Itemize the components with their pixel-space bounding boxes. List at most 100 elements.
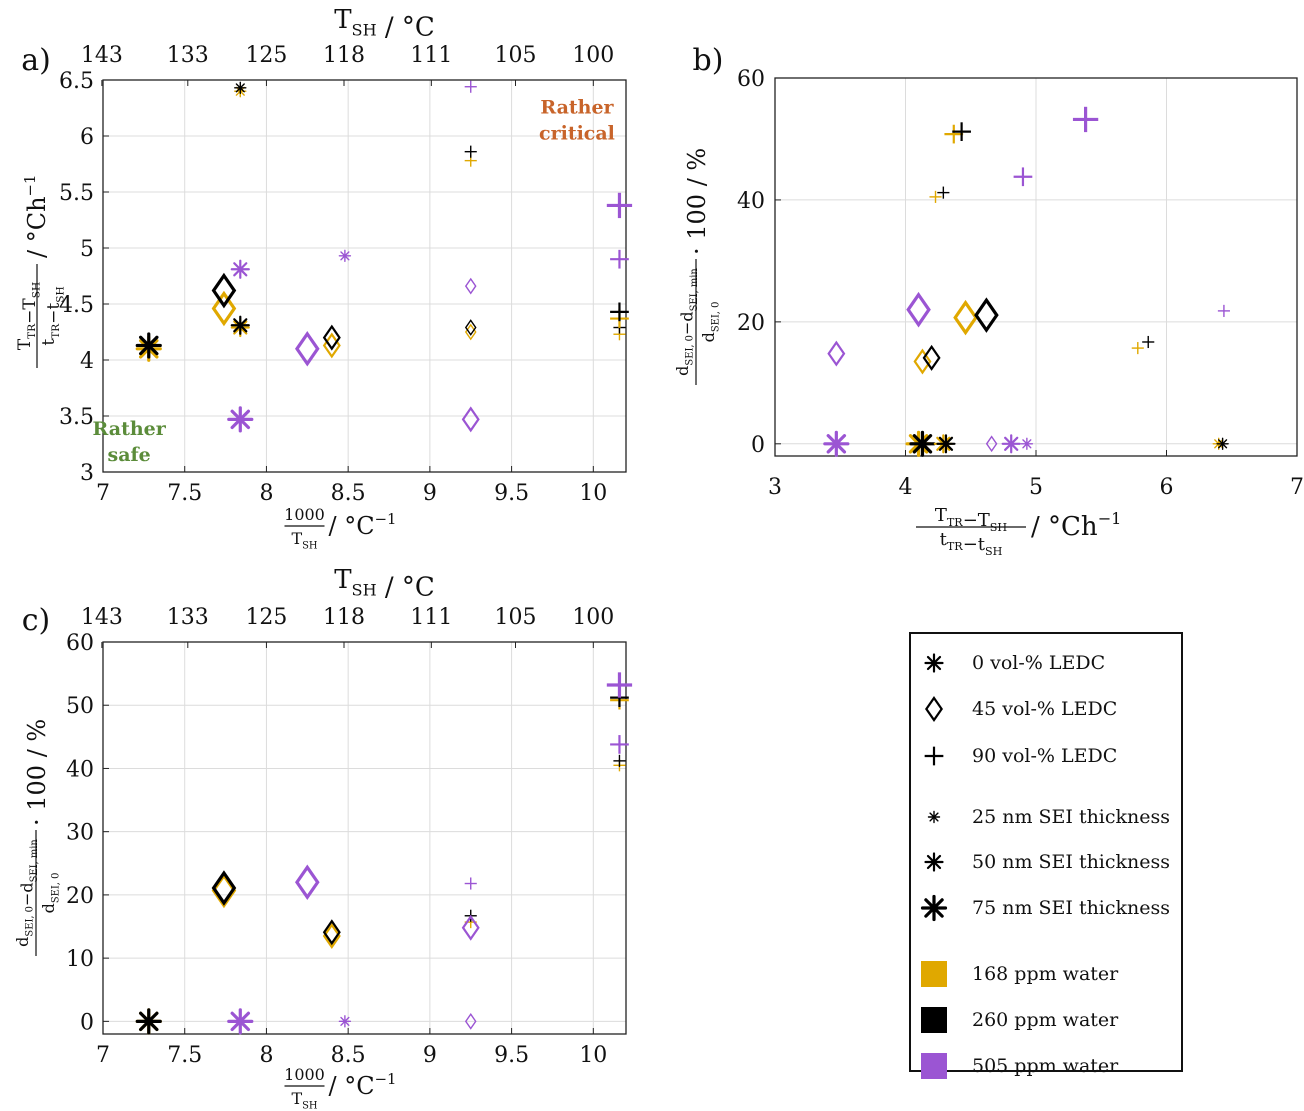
x-tick-label: 10 — [579, 481, 607, 506]
data-point-asterisk — [1020, 437, 1034, 451]
y-label-unit: / °Ch−1 — [21, 175, 51, 258]
x-label-unit: / °C−1 — [329, 510, 397, 540]
data-point-plus — [944, 124, 964, 144]
x-tick-label: 7.5 — [167, 481, 202, 506]
top-tick-label: 105 — [494, 605, 536, 630]
y-tick-label: 4.5 — [59, 293, 94, 318]
data-point-plus — [1217, 304, 1230, 317]
data-point-plus — [610, 249, 629, 269]
data-point-plus — [952, 122, 971, 142]
legend-swatch — [921, 1053, 947, 1079]
legend-label: 50 nm SEI thickness — [972, 851, 1170, 873]
data-point-asterisk — [936, 434, 956, 454]
data-point-diamond — [906, 291, 931, 328]
y-tick-label: 60 — [66, 631, 94, 656]
top-tick-label: 111 — [410, 43, 452, 68]
y-label-denominator: tTR−tSH — [39, 286, 67, 345]
y-tick-label: 20 — [737, 311, 765, 336]
data-points — [135, 80, 633, 433]
top-axis-label: TSH / °C — [334, 5, 435, 42]
data-point-diamond — [295, 331, 320, 367]
data-point-diamond — [322, 324, 341, 351]
data-point-diamond — [827, 340, 846, 367]
data-point-plus — [606, 192, 633, 219]
y-tick-label: 50 — [66, 694, 94, 719]
y-tick-label: 0 — [80, 1010, 94, 1035]
x-tick-label: 10 — [579, 1043, 607, 1068]
data-point-asterisk — [230, 1011, 250, 1031]
data-point-asterisk — [909, 430, 936, 457]
y-tick-label: 5.5 — [59, 181, 94, 206]
x-tick-label: 5 — [1029, 475, 1043, 500]
x-label-numerator: 1000 — [284, 505, 325, 524]
data-point-plus — [1072, 106, 1099, 133]
data-point-plus — [1142, 335, 1155, 349]
data-point-diamond — [464, 323, 477, 341]
data-point-diamond — [211, 290, 237, 327]
annotation-text: Rather — [540, 97, 614, 119]
data-point-plus — [464, 80, 477, 93]
data-point-plus — [464, 145, 477, 158]
data-points — [823, 106, 1230, 457]
data-point-diamond — [322, 919, 341, 946]
x-tick-label: 9.5 — [494, 1043, 529, 1068]
top-tick-label: 125 — [245, 605, 287, 630]
legend: 0 vol-% LEDC 45 vol-% LEDC 90 vol-% LEDC 25… — [909, 632, 1183, 1079]
plot-grid — [102, 79, 626, 473]
top-tick-label: 105 — [494, 43, 536, 68]
x-tick-label: 7 — [96, 1043, 110, 1068]
x-label-unit: / °C−1 — [329, 1070, 397, 1100]
top-tick-label: 118 — [323, 43, 365, 68]
legend-label: 25 nm SEI thickness — [972, 806, 1170, 828]
y-tick-label: 5 — [80, 237, 94, 262]
x-label-denominator: tTR−tSH — [940, 529, 1003, 558]
y-label-unit: · 100 / % — [23, 719, 51, 826]
legend-label: 505 ppm water — [972, 1055, 1119, 1077]
data-point-diamond — [913, 348, 932, 375]
x-tick-label: 9 — [423, 481, 437, 506]
top-tick-label: 133 — [167, 43, 209, 68]
data-point-plus — [610, 302, 629, 322]
legend-label: 90 vol-% LEDC — [972, 745, 1117, 767]
data-point-diamond — [464, 319, 477, 336]
data-points — [135, 672, 633, 1035]
data-point-plus — [613, 754, 626, 767]
data-point-diamond — [953, 299, 978, 336]
x-tick-label: 4 — [899, 475, 913, 500]
data-point-diamond — [464, 277, 477, 295]
y-tick-label: 30 — [66, 821, 94, 846]
data-point-asterisk — [234, 81, 247, 95]
top-tick-label: 133 — [167, 605, 209, 630]
top-tick-label: 143 — [81, 43, 123, 68]
plot-frame — [102, 641, 627, 1035]
legend-label: 260 ppm water — [972, 1009, 1119, 1031]
top-tick-label: 143 — [81, 605, 123, 630]
data-point-plus — [1013, 167, 1033, 187]
data-point-asterisk — [135, 1008, 162, 1035]
data-point-asterisk — [1216, 437, 1229, 451]
data-point-plus — [937, 186, 950, 199]
plot-grid — [102, 641, 626, 1034]
panel-label: c) — [22, 603, 51, 638]
x-tick-label: 7 — [1290, 475, 1304, 500]
y-tick-label: 3 — [80, 461, 94, 486]
data-point-asterisk — [230, 315, 250, 335]
legend-marker-asterisk — [924, 852, 944, 872]
annotation-text: Rather — [93, 418, 167, 440]
x-tick-label: 7 — [96, 481, 110, 506]
x-tick-label: 8.5 — [331, 481, 366, 506]
x-tick-label: 3 — [768, 475, 782, 500]
x-tick-label: 7.5 — [167, 1043, 202, 1068]
data-point-plus — [929, 190, 942, 203]
data-point-diamond — [922, 344, 941, 371]
top-tick-label: 111 — [410, 605, 452, 630]
panel-label: b) — [693, 43, 724, 78]
data-point-diamond — [985, 435, 998, 453]
y-label-unit: · 100 / % — [683, 148, 711, 255]
data-point-asterisk — [135, 332, 162, 359]
top-tick-label: 125 — [245, 43, 287, 68]
